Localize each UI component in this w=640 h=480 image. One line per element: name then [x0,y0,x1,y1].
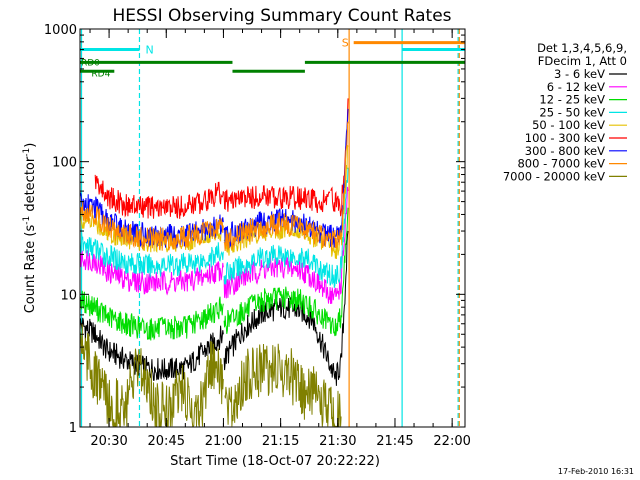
series-segment [224,343,342,427]
x-tick-label: 20:30 [90,434,127,449]
series-100-300-keV-kev [94,98,349,219]
series-segment [223,230,349,386]
legend-entry: 25 - 50 keV [539,105,605,119]
x-tick-label: 21:15 [262,434,299,449]
legend-entry: 6 - 12 keV [547,80,605,94]
x-tick-label: 20:45 [148,434,185,449]
y-tick-label: 10 [60,288,77,303]
series-segment [80,232,224,278]
rd0-label: RD0 [81,58,100,68]
plot-frame [79,28,466,428]
series-800-7000-keV-kev [80,121,349,251]
series-segment [223,121,349,251]
legend-entry: 100 - 300 keV [525,131,605,145]
series-segment [94,174,224,219]
x-tick-label: 21:30 [319,434,356,449]
series-segment [223,186,349,305]
series-segment [80,290,224,341]
legend-entry: 3 - 6 keV [554,67,605,81]
legend-header-line: FDecim 1, Att 0 [538,54,627,68]
series-7000-20000-keV-kev [80,323,342,427]
series-segment [223,167,349,288]
series-segment [223,207,349,337]
eclipse-label: N [145,44,153,57]
legend-header-line: Det 1,3,4,5,6,9, [537,41,627,55]
legend-entry: 50 - 100 keV [532,118,605,132]
generation-timestamp: 17-Feb-2010 16:31 [557,467,634,476]
series-25-50-keV-kev [80,167,349,288]
chart-title: HESSI Observing Summary Count Rates [112,6,451,26]
y-tick-label: 1000 [44,23,77,38]
x-tick-label: 21:00 [205,434,242,449]
legend: Det 1,3,4,5,6,9,FDecim 1, Att 03 - 6 keV… [503,41,627,183]
legend-entry: 12 - 25 keV [539,93,605,107]
legend-entry: 7000 - 20000 keV [503,169,605,183]
y-axis-ticks: 1 10 100 1000 [44,23,465,436]
y-tick-label: 100 [52,156,77,171]
series-segment [80,201,224,251]
legend-entry: 300 - 800 keV [525,144,605,158]
series-segment [80,323,224,427]
x-tick-label: 22:00 [433,434,470,449]
x-axis-ticks: 20:30 20:45 21:00 21:15 21:30 21:45 22:00 [89,29,471,449]
legend-entry: 800 - 7000 keV [517,157,605,171]
saa-label: S [342,37,349,50]
series-12-25-keV-kev [80,207,349,341]
y-axis-label: Count Rate (s-1 detector-1) [22,143,38,314]
rd4-label: RD4 [91,69,110,79]
x-axis-label: Start Time (18-Oct-07 20:22:22) [170,454,380,469]
series-3-6-keV-kev [80,230,349,386]
series-segment [80,317,224,381]
series-segment [223,185,331,214]
y-tick-label: 1 [69,421,77,436]
x-tick-label: 21:45 [376,434,413,449]
